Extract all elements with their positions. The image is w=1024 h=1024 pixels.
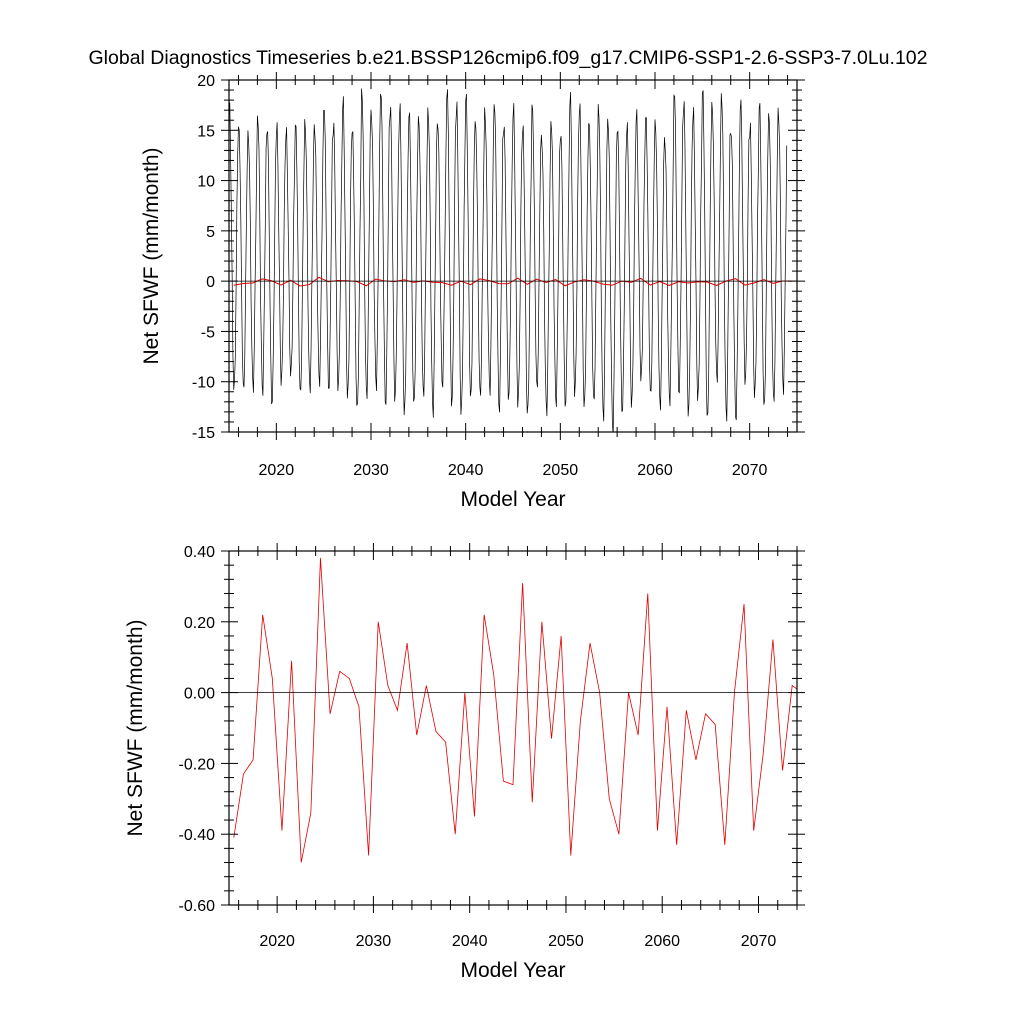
annual-series-line xyxy=(233,558,797,863)
y-tick-label: -5 xyxy=(201,324,215,341)
x-tick-label: 2020 xyxy=(259,462,295,479)
x-tick-label: 2050 xyxy=(548,933,584,950)
y-tick-label: -15 xyxy=(192,425,215,442)
x-axis-label: Model Year xyxy=(460,488,565,511)
y-tick-label: 0.00 xyxy=(184,686,215,703)
x-tick-label: 2060 xyxy=(644,933,680,950)
y-axis-label: Net SFWF (mm/month) xyxy=(124,619,147,836)
y-tick-label: 0.40 xyxy=(184,544,215,561)
y-tick-label: -10 xyxy=(192,375,215,392)
bottom-panel: 2020 2030 2040 2050 2060 2070 -0.60 -0.40 -0.20 0… xyxy=(124,543,805,982)
x-tick-label: 2070 xyxy=(741,933,777,950)
top-panel: 2020 2030 2040 2050 2060 2070 -15 -10 -5 0 5 10 15 20… xyxy=(140,72,805,511)
y-tick-label: 0.20 xyxy=(184,615,215,632)
x-tick-label: 2070 xyxy=(732,462,768,479)
x-tick-label: 2030 xyxy=(353,462,389,479)
x-tick-label: 2040 xyxy=(448,462,484,479)
x-tick-label: 2020 xyxy=(259,933,295,950)
y-tick-label: 5 xyxy=(206,224,215,241)
x-tick-label: 2050 xyxy=(543,462,579,479)
y-tick-label: -0.20 xyxy=(179,756,216,773)
plot-frame xyxy=(228,550,798,906)
plot-area xyxy=(229,88,793,432)
y-tick-label: 0 xyxy=(206,274,215,291)
figure-title: Global Diagnostics Timeseries b.e21.BSSP… xyxy=(89,47,928,69)
y-tick-label: 20 xyxy=(197,73,215,90)
y-tick-label: -0.60 xyxy=(179,898,216,915)
y-tick-label: 10 xyxy=(197,174,215,191)
x-tick-label: 2040 xyxy=(452,933,488,950)
plot-frame xyxy=(228,79,798,433)
y-tick-label: 15 xyxy=(197,123,215,140)
x-tick-label: 2030 xyxy=(356,933,392,950)
x-tick-label: 2060 xyxy=(637,462,673,479)
plot-area xyxy=(233,558,797,863)
x-axis-label: Model Year xyxy=(460,959,565,982)
y-tick-label: -0.40 xyxy=(179,827,216,844)
y-axis-label: Net SFWF (mm/month) xyxy=(140,147,163,364)
monthly-series-line xyxy=(229,88,788,432)
